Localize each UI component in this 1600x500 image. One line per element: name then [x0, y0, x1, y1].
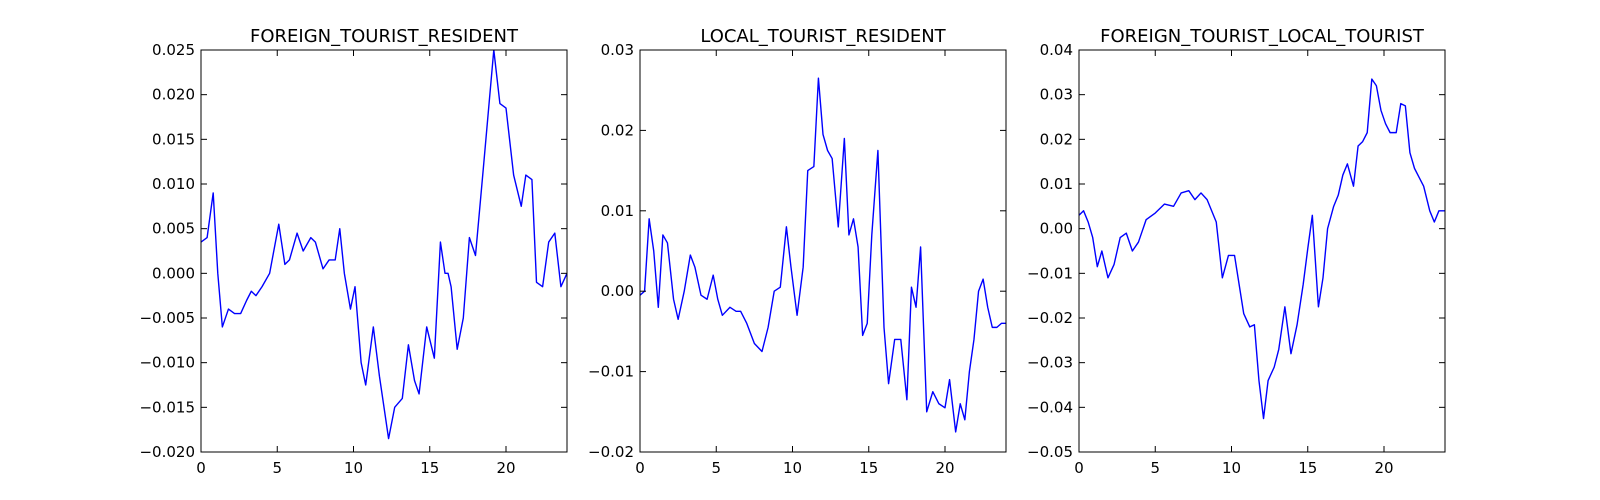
y-tick-label: −0.015 [139, 398, 195, 416]
y-tick-label: −0.03 [1027, 354, 1073, 372]
y-tick-label: 0.02 [601, 121, 634, 139]
y-tick-label: −0.020 [139, 443, 195, 461]
y-tick-label: −0.05 [1027, 443, 1073, 461]
y-tick-label: 0.03 [1040, 86, 1073, 104]
subplot-1: 0 5 10 15 20 −0.020 −0.015 −0.010 −0.005 0.000 0.0… [139, 26, 568, 477]
subplot-2: 0 5 10 15 20 −0.02 −0.01 0.00 0.01 0.02 0.03 LOCAL_… [588, 26, 1007, 477]
x-tick-label: 5 [711, 459, 721, 477]
chart-title: FOREIGN_TOURIST_LOCAL_TOURIST [1100, 26, 1425, 47]
chart-title: LOCAL_TOURIST_RESIDENT [700, 26, 946, 47]
y-tick-label: 0.04 [1040, 41, 1073, 59]
axes-frame [1078, 49, 1446, 453]
series-line-1 [640, 77, 1006, 433]
x-tick-label: 5 [272, 459, 282, 477]
x-tick-label: 0 [635, 459, 645, 477]
y-tick-label: 0.01 [601, 202, 634, 220]
y-tick-label: −0.04 [1027, 398, 1073, 416]
subplots: 0 5 10 15 20−0.020−0.015−0.010−0.0050.0000.0… [139, 26, 1446, 477]
y-tick-label: 0.01 [1040, 175, 1073, 193]
x-tick-label: 10 [783, 459, 802, 477]
y-tick-label: 0.03 [601, 41, 634, 59]
chart-title: FOREIGN_TOURIST_RESIDENT [250, 26, 519, 47]
axes-frame [200, 49, 568, 453]
y-tick-label: −0.02 [588, 443, 634, 461]
subplot-3: 0 5 10 15 20 −0.05 −0.04 −0.03 −0.02 −0.01 0.00 0.0… [1027, 26, 1446, 477]
y-tick-label: 0.015 [152, 130, 195, 148]
y-tick-label: −0.010 [139, 354, 195, 372]
y-tick-label: −0.01 [1027, 264, 1073, 282]
y-tick-label: −0.005 [139, 309, 195, 327]
y-tick-label: 0.00 [601, 282, 634, 300]
x-tick-label: 0 [196, 459, 206, 477]
y-tick-label: 0.025 [152, 41, 195, 59]
x-tick-label: 10 [344, 459, 363, 477]
y-tick-label: 0.020 [152, 86, 195, 104]
x-tick-label: 15 [420, 459, 439, 477]
axes-frame [639, 49, 1007, 453]
y-tick-label: 0.010 [152, 175, 195, 193]
series-line-1 [201, 50, 567, 440]
x-tick-label: 15 [859, 459, 878, 477]
x-tick-label: 5 [1150, 459, 1160, 477]
x-tick-label: 20 [1374, 459, 1393, 477]
x-tick-label: 10 [1222, 459, 1241, 477]
x-tick-label: 15 [1298, 459, 1317, 477]
x-tick-label: 20 [935, 459, 954, 477]
y-tick-label: 0.005 [152, 220, 195, 238]
y-tick-label: −0.01 [588, 363, 634, 381]
x-tick-label: 20 [496, 459, 515, 477]
y-tick-label: 0.02 [1040, 130, 1073, 148]
y-tick-label: 0.000 [152, 264, 195, 282]
x-tick-label: 0 [1074, 459, 1084, 477]
y-tick-label: 0.00 [1040, 220, 1073, 238]
y-tick-label: −0.02 [1027, 309, 1073, 327]
series-line-1 [1079, 78, 1445, 420]
